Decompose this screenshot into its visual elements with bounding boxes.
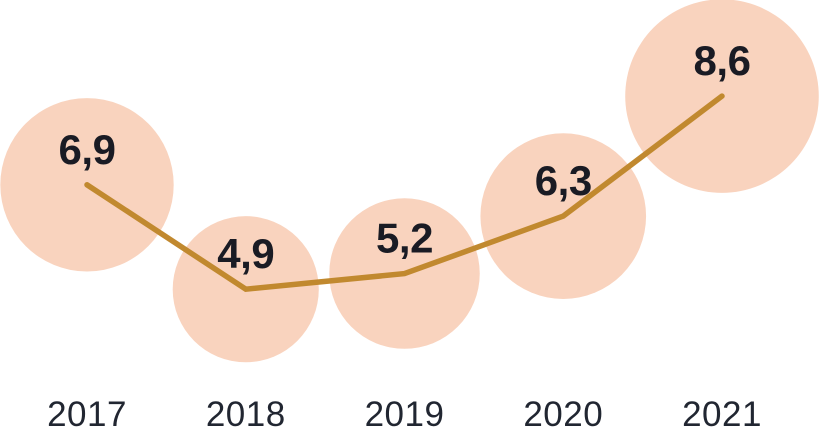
value-label-2020: 6,3	[535, 157, 592, 204]
value-label-2021: 8,6	[694, 37, 751, 84]
x-axis-label-2017: 2017	[47, 395, 127, 428]
x-axis-label-2021: 2021	[682, 395, 762, 428]
value-label-2019: 5,2	[376, 215, 433, 262]
x-axis-label-2020: 2020	[523, 395, 603, 428]
x-axis-label-2019: 2019	[365, 395, 445, 428]
value-label-2017: 6,9	[59, 126, 116, 173]
trend-line	[84, 93, 725, 293]
value-label-2018: 4,9	[217, 230, 274, 277]
x-axis-label-2018: 2018	[206, 395, 286, 428]
